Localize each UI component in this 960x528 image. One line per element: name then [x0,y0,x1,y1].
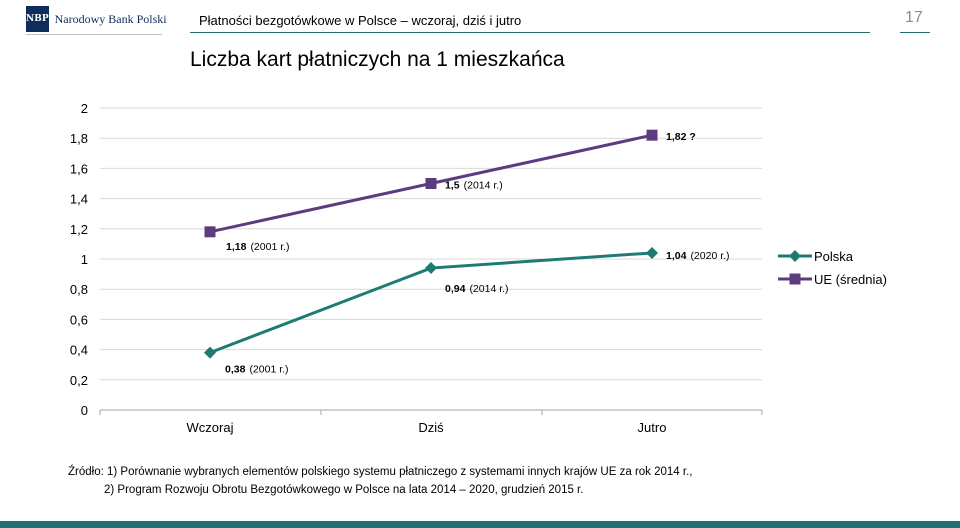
footnote-line-2: 2) Program Rozwoju Obrotu Bezgotówkowego… [104,484,584,496]
legend-marker [789,250,801,262]
data-point-marker [204,226,216,238]
y-tick-label: 0,2 [70,373,88,388]
y-tick-label: 1 [81,252,88,267]
slide-title: Liczba kart płatniczych na 1 mieszkańca [190,48,565,71]
logo-mark: NBP [26,6,49,32]
data-label: 1,82 ? [666,131,696,143]
x-tick-label: Dziś [418,420,444,435]
data-point-marker [646,129,658,141]
y-tick-label: 2 [81,101,88,116]
legend-label: UE (średnia) [814,272,887,287]
data-label: 1,18 (2001 r.) [226,241,290,253]
presentation-subtitle: Płatności bezgotówkowe w Polsce – wczora… [199,13,522,28]
data-label-note: (2020 r.) [690,250,729,262]
y-tick-label: 0,6 [70,312,88,327]
data-label-note: (2001 r.) [249,364,288,376]
data-label-value: 0,94 [445,283,466,295]
logo-divider [26,34,162,35]
data-label-note: (2001 r.) [250,241,289,253]
nbp-logo: NBP Narodowy Bank Polski [26,6,167,32]
legend-marker [789,273,801,285]
data-label-value: 1,18 [226,241,247,253]
data-label: 1,04 (2020 r.) [666,250,730,262]
data-label: 0,38 (2001 r.) [225,364,289,376]
header-divider [190,32,870,33]
y-tick-label: 0,4 [70,343,88,358]
data-label-value: 0,38 [225,364,246,376]
data-label-note: (2014 r.) [469,283,508,295]
y-tick-label: 0 [81,403,88,418]
data-label-value: 1,04 [666,250,687,262]
data-label-value: 1,5 [445,180,460,192]
y-tick-label: 1,4 [70,192,88,207]
data-point-marker [425,178,437,189]
page-number-divider [900,32,930,33]
data-label-value: 1,82 ? [666,131,696,143]
footnote-line-1: Źródło: 1) Porównanie wybranych elementó… [68,466,693,478]
legend-label: Polska [814,249,854,264]
data-point-marker [425,262,437,275]
page-number: 17 [905,9,923,26]
x-tick-label: Wczoraj [187,420,234,435]
data-label-note: (2014 r.) [464,180,503,192]
data-point-marker [646,246,658,259]
bottom-accent-bar [0,521,960,528]
logo-name: Narodowy Bank Polski [54,11,167,26]
line-chart: 0 0,2 0,4 0,6 0,8 1 1,2 1,4 1,6 1,8 2 Wczoraj Dziś Ju… [70,101,887,435]
x-tick-label: Jutro [638,420,667,435]
data-label: 0,94 (2014 r.) [445,283,509,295]
y-tick-label: 1,8 [70,131,88,146]
y-tick-label: 0,8 [70,282,88,297]
data-point-marker [204,346,216,359]
y-tick-label: 1,6 [70,161,88,176]
y-tick-label: 1,2 [70,222,88,237]
data-label: 1,5 (2014 r.) [445,180,503,192]
